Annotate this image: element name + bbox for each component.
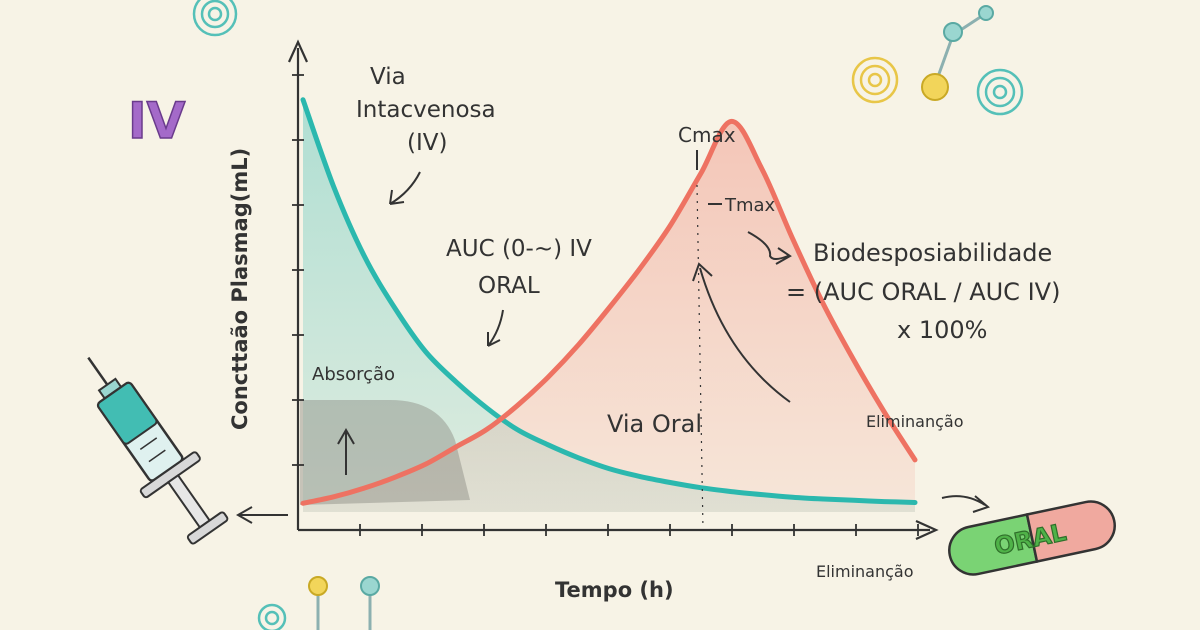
oral-series-label: Via Oral <box>607 410 702 438</box>
absorption-area <box>300 400 470 505</box>
formula-arrow <box>747 231 792 265</box>
iv-series-label-line2: Intacvenosa <box>356 97 496 123</box>
tmax-dropline <box>696 184 704 531</box>
rise-arrow <box>692 262 791 403</box>
y-axis-label: Concttaão Plasmag(mL) <box>228 148 252 430</box>
oral-pill-icon: ORAL <box>948 500 1116 576</box>
formula-line3: x 100% <box>897 316 987 344</box>
series-area-1 <box>303 99 915 512</box>
axis-ticks <box>292 74 919 536</box>
axes <box>287 39 939 541</box>
cmax-label: Cmax <box>678 123 736 147</box>
auc-label-line1: AUC (0-~) IV <box>446 236 592 262</box>
elimination-label-upper: Eliminanção <box>866 412 964 431</box>
pill-arrow <box>941 495 991 513</box>
absorption-label: Absorção <box>312 364 395 385</box>
syringe-icon <box>87 356 229 545</box>
molecule-icon-top-right <box>851 5 1024 116</box>
series-line-2 <box>300 118 918 506</box>
iv-label-arrow <box>389 171 421 205</box>
iv-badge: IV <box>128 92 186 150</box>
formula-line1: Biodesposiabilidade <box>813 239 1052 267</box>
absorption-arrow <box>337 427 355 475</box>
series-area-2 <box>303 121 915 513</box>
formula-line2: = (AUC ORAL / AUC IV) <box>786 278 1060 306</box>
auc-label-line2: ORAL <box>478 273 540 299</box>
elimination-label-lower: Eliminanção <box>816 562 914 581</box>
molecule-icon-bottom <box>257 576 380 630</box>
x-axis-label: Tempo (h) <box>555 578 674 602</box>
series-line-1 <box>300 97 918 505</box>
tmax-label: Tmax <box>724 195 776 216</box>
iv-series-label-line3: (IV) <box>407 130 447 156</box>
auc-label-arrow <box>487 309 504 347</box>
syringe-arrow <box>235 506 288 524</box>
swirl-icon-top-left <box>192 0 238 37</box>
iv-series-label-line1: Via <box>370 64 406 90</box>
